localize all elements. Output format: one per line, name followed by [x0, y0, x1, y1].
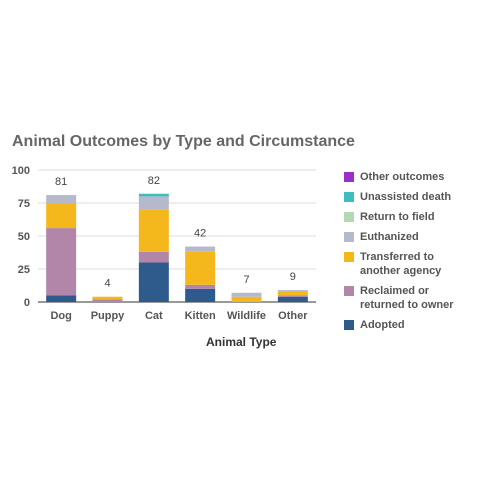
x-axis-label: Animal Type: [206, 335, 277, 349]
legend-item: Transferred to another agency: [344, 250, 441, 278]
bar-segment: [231, 296, 262, 302]
legend-swatch: [344, 212, 354, 222]
x-tick-label: Puppy: [91, 310, 125, 322]
y-tick-label: 0: [24, 297, 30, 309]
legend-item: Unassisted death: [344, 190, 451, 204]
total-label: 4: [104, 278, 110, 290]
legend-item: Euthanized: [344, 230, 419, 244]
bar-segment: [138, 193, 169, 197]
total-label: 9: [290, 271, 296, 283]
bar-segment: [138, 251, 169, 263]
legend-swatch: [344, 172, 354, 182]
total-label: 82: [148, 175, 160, 187]
y-tick-label: 50: [18, 231, 30, 243]
legend-label: Reclaimed or returned to owner: [360, 285, 454, 311]
legend-swatch: [344, 232, 354, 242]
legend-item: Other outcomes: [344, 170, 444, 184]
bar-segment: [185, 251, 216, 285]
x-tick-label: Wildlife: [227, 310, 266, 322]
bar-segment: [46, 203, 77, 229]
legend-swatch: [344, 320, 354, 330]
bar-segment: [46, 295, 77, 302]
bar-segment: [231, 292, 262, 297]
legend-swatch: [344, 192, 354, 202]
legend-swatch: [344, 252, 354, 262]
x-tick-label: Dog: [50, 310, 71, 322]
legend-swatch: [344, 286, 354, 296]
x-tick-label: Kitten: [185, 310, 216, 322]
legend-label: Return to field: [360, 211, 435, 223]
bar-segment: [277, 291, 308, 296]
legend-item: Reclaimed or returned to owner: [344, 284, 454, 312]
y-tick-label: 25: [18, 264, 30, 276]
bar-segment: [92, 299, 123, 302]
bar-segment: [92, 296, 123, 300]
legend-label: Transferred to another agency: [360, 251, 442, 277]
bar-segment: [46, 228, 77, 296]
x-tick-label: Cat: [145, 310, 163, 322]
legend-label: Unassisted death: [360, 191, 452, 203]
total-label: 81: [55, 176, 67, 188]
bar-segment: [277, 295, 308, 297]
bar-segment: [277, 296, 308, 302]
legend-item: Return to field: [344, 210, 435, 224]
bar-segment: [46, 195, 77, 203]
bar-segment: [277, 290, 308, 292]
bar-segment: [138, 209, 169, 252]
chart-title: Animal Outcomes by Type and Circumstance: [12, 133, 355, 150]
y-tick-label: 100: [12, 165, 30, 177]
total-label: 42: [194, 228, 206, 240]
total-label: 7: [243, 274, 249, 286]
bar-segment: [185, 284, 216, 289]
legend-label: Other outcomes: [360, 171, 445, 183]
legend-item: Adopted: [344, 318, 405, 332]
legend-label: Adopted: [360, 319, 405, 331]
y-tick-label: 75: [18, 198, 30, 210]
x-tick-label: Other: [278, 310, 308, 322]
bar-segment: [138, 262, 169, 302]
bar-segment: [185, 246, 216, 252]
legend-label: Euthanized: [360, 231, 419, 243]
bar-segment: [185, 288, 216, 302]
bar-segment: [138, 196, 169, 210]
